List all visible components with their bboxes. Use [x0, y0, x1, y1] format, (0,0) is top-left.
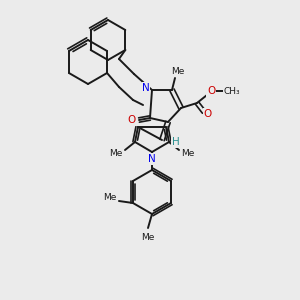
- Text: H: H: [172, 137, 180, 147]
- Text: N: N: [148, 154, 156, 164]
- Text: Me: Me: [103, 194, 117, 202]
- Text: O: O: [207, 86, 215, 96]
- Text: CH₃: CH₃: [224, 86, 240, 95]
- Text: Me: Me: [109, 148, 123, 158]
- Text: Me: Me: [141, 233, 155, 242]
- Text: O: O: [204, 109, 212, 119]
- Text: N: N: [142, 83, 150, 93]
- Text: Me: Me: [171, 68, 185, 76]
- Text: O: O: [128, 115, 136, 125]
- Text: Me: Me: [181, 148, 195, 158]
